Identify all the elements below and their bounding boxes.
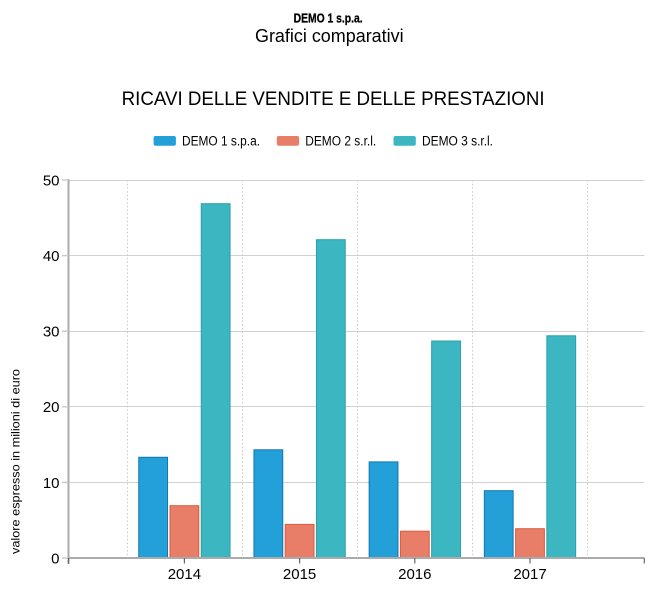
svg-text:RICAVI DELLE VENDITE E DELLE P: RICAVI DELLE VENDITE E DELLE PRESTAZIONI bbox=[122, 89, 545, 110]
svg-text:DEMO 3 s.r.l.: DEMO 3 s.r.l. bbox=[422, 134, 493, 149]
svg-text:2017: 2017 bbox=[513, 566, 546, 583]
svg-text:Grafici comparativi: Grafici comparativi bbox=[255, 26, 404, 46]
svg-text:40: 40 bbox=[43, 248, 60, 265]
svg-text:DEMO 1 s.p.a.: DEMO 1 s.p.a. bbox=[182, 134, 260, 149]
svg-text:50: 50 bbox=[43, 172, 60, 189]
svg-text:0: 0 bbox=[51, 550, 59, 567]
svg-text:20: 20 bbox=[43, 399, 60, 416]
svg-text:valore espresso in milioni di: valore espresso in milioni di euro bbox=[9, 369, 23, 554]
svg-text:30: 30 bbox=[43, 324, 60, 341]
svg-text:2014: 2014 bbox=[168, 566, 201, 583]
svg-text:2016: 2016 bbox=[398, 566, 431, 583]
svg-text:2015: 2015 bbox=[283, 566, 316, 583]
svg-text:DEMO 1 s.p.a.: DEMO 1 s.p.a. bbox=[294, 11, 363, 25]
svg-text:10: 10 bbox=[43, 475, 60, 492]
svg-text:DEMO 2 s.r.l.: DEMO 2 s.r.l. bbox=[305, 134, 376, 149]
